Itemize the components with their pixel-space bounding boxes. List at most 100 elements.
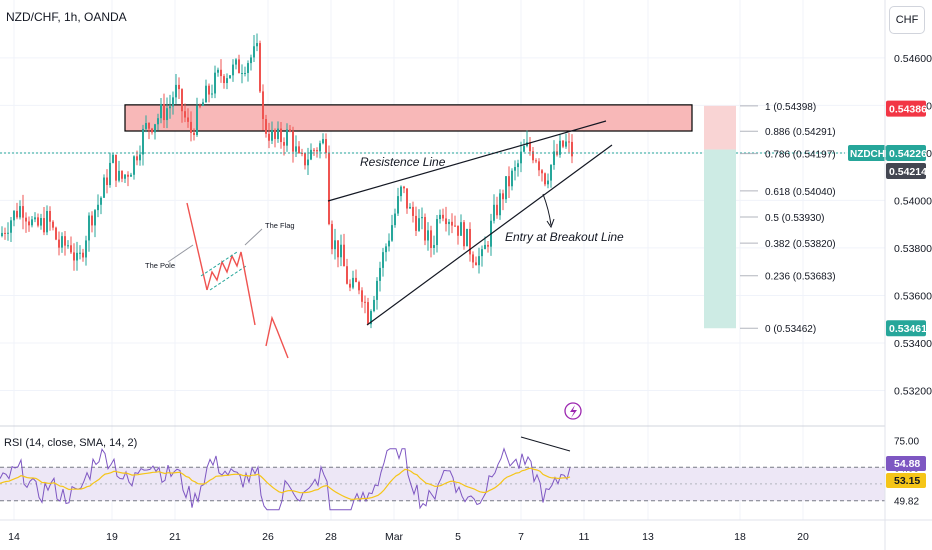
candle-body — [118, 170, 120, 181]
candle-body — [211, 93, 213, 95]
candle-body — [289, 129, 291, 132]
candle-body — [499, 193, 501, 216]
candle-body — [367, 302, 369, 325]
candle-body — [166, 108, 168, 121]
resistance-label: Resistence Line — [360, 155, 446, 169]
candle-body — [151, 128, 153, 133]
candle-body — [196, 105, 198, 136]
candle-body — [529, 142, 531, 152]
candle-body — [181, 89, 183, 112]
candle-body — [286, 129, 288, 146]
candle-body — [403, 186, 405, 189]
candle-body — [79, 252, 81, 254]
candle-body — [199, 105, 201, 107]
candle-body — [229, 75, 231, 79]
candle-body — [34, 217, 36, 220]
candle-body — [460, 222, 462, 236]
chart-title: NZD/CHF, 1h, OANDA — [6, 10, 127, 24]
candle-body — [316, 150, 318, 152]
candle-body — [388, 240, 390, 247]
stop-price-tag — [886, 320, 926, 337]
candle-body — [223, 76, 225, 84]
candle-body — [49, 211, 51, 222]
candle-body — [349, 283, 351, 288]
candle-body — [136, 156, 138, 161]
candle-body — [493, 204, 495, 221]
candle-body — [214, 72, 216, 94]
candle-body — [472, 254, 474, 263]
candle-body — [511, 170, 513, 187]
candle-body — [82, 252, 84, 258]
candle-body — [25, 217, 27, 222]
candle-body — [142, 128, 144, 155]
time-tick-label: 26 — [262, 531, 274, 543]
candle-body — [355, 277, 357, 283]
candle-body — [112, 154, 114, 163]
fib-level-label: 0.886 (0.54291) — [765, 127, 836, 138]
candle-body — [394, 213, 396, 226]
price-tick-label: 0.53200 — [894, 385, 932, 397]
candle-body — [43, 218, 45, 233]
candle-body — [133, 156, 135, 175]
candle-body — [502, 193, 504, 200]
rsi-sma-line — [0, 467, 571, 501]
candle-body — [469, 228, 471, 255]
candle-body — [265, 119, 267, 134]
candle-body — [61, 236, 63, 248]
time-tick-label: 28 — [325, 531, 337, 543]
candle-body — [463, 222, 465, 247]
candle-body — [301, 153, 303, 155]
candle-body — [115, 154, 117, 181]
candle-body — [220, 69, 222, 77]
candle-body — [484, 244, 486, 250]
target-price-tag — [886, 100, 926, 117]
rsi-header: RSI (14, close, SMA, 14, 2) — [4, 437, 138, 449]
candle-body — [70, 245, 72, 253]
candle-body — [106, 177, 108, 186]
candle-body — [217, 69, 219, 73]
lightning-circle — [564, 402, 582, 420]
candle-body — [553, 151, 555, 165]
candle-body — [478, 256, 480, 266]
candle-body — [226, 78, 228, 84]
candle-body — [514, 167, 516, 171]
fib-level-label: 0 (0.53462) — [765, 324, 816, 335]
flag-lower — [209, 265, 247, 291]
candle-body — [97, 204, 99, 211]
lightning-bolt — [570, 405, 577, 418]
symbol-tag — [848, 145, 886, 161]
candle-body — [430, 230, 432, 248]
candle-body — [454, 225, 456, 227]
candle-body — [205, 85, 207, 103]
candle-body — [193, 132, 195, 136]
resistance-zone — [124, 104, 693, 132]
currency-button[interactable]: CHF — [889, 6, 925, 34]
flag-pointer — [244, 228, 263, 246]
candle-body — [325, 139, 327, 153]
candle-body — [139, 154, 141, 161]
pole-pointer — [167, 244, 194, 263]
sma-value-text: 53.15 — [894, 475, 920, 487]
candle-body — [436, 219, 438, 246]
candle-body — [247, 63, 249, 73]
fib-level-label: 0.236 (0.53683) — [765, 272, 836, 283]
candle-body — [352, 277, 354, 288]
rsi-value-text: 54.88 — [894, 458, 920, 470]
candle-body — [397, 196, 399, 214]
stop-zone — [704, 149, 736, 329]
candle-body — [103, 177, 105, 198]
candle-body — [310, 149, 312, 160]
candle-body — [187, 117, 189, 122]
flag-upper — [200, 251, 238, 277]
candle-body — [535, 160, 537, 162]
candle-body — [517, 163, 519, 168]
rsi-line — [0, 447, 571, 511]
flag-breakdown-1 — [242, 261, 256, 326]
candle-body — [46, 211, 48, 233]
time-tick-label: 18 — [734, 531, 746, 543]
prev-price-tag-text: 0.54214 — [889, 166, 927, 178]
candle-body — [334, 240, 336, 250]
pole-line — [186, 202, 208, 291]
